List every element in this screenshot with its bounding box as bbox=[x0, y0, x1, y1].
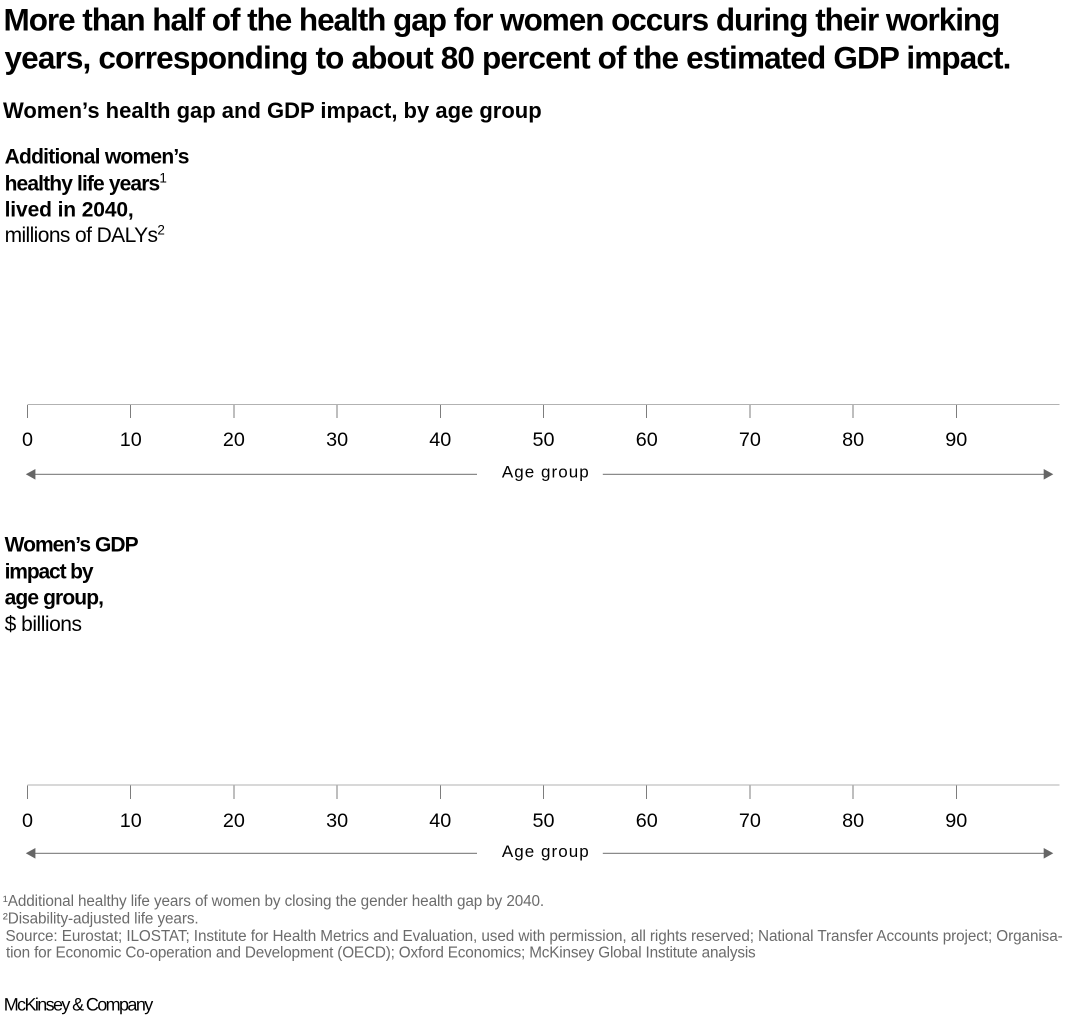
svg-text:Age group: Age group bbox=[502, 842, 590, 861]
svg-text:Women’s GDP: Women’s GDP bbox=[5, 534, 139, 557]
svg-text:¹Additional healthy life years: ¹Additional healthy life years of women … bbox=[3, 893, 544, 910]
svg-text:²Disability-adjusted life year: ²Disability-adjusted life years. bbox=[3, 911, 199, 928]
svg-text:10: 10 bbox=[120, 810, 142, 832]
svg-text:60: 60 bbox=[636, 429, 658, 451]
svg-text:40: 40 bbox=[429, 429, 451, 451]
svg-text:More than half of the health g: More than half of the health gap for wom… bbox=[4, 2, 1000, 38]
svg-text:70: 70 bbox=[739, 429, 761, 451]
svg-text:50: 50 bbox=[532, 429, 554, 451]
svg-text:lived in 2040,: lived in 2040, bbox=[5, 198, 134, 221]
svg-text:Source: Eurostat; ILOSTAT; Ins: Source: Eurostat; ILOSTAT; Institute for… bbox=[6, 928, 1063, 945]
svg-text:10: 10 bbox=[120, 429, 142, 451]
svg-text:40: 40 bbox=[429, 810, 451, 832]
svg-text:McKinsey & Company: McKinsey & Company bbox=[4, 995, 154, 1015]
svg-text:Women’s health gap and GDP imp: Women’s health gap and GDP impact, by ag… bbox=[3, 98, 542, 123]
svg-text:impact by: impact by bbox=[5, 561, 94, 584]
svg-text:50: 50 bbox=[532, 810, 554, 832]
svg-text:0: 0 bbox=[22, 429, 33, 451]
svg-text:Additional women’s: Additional women’s bbox=[5, 146, 189, 169]
svg-text:tion for Economic Co-operation: tion for Economic Co-operation and Devel… bbox=[6, 945, 756, 962]
svg-text:$ billions: $ billions bbox=[5, 613, 82, 636]
svg-text:healthy life years1: healthy life years1 bbox=[5, 170, 167, 195]
svg-text:80: 80 bbox=[842, 429, 864, 451]
svg-text:90: 90 bbox=[945, 429, 967, 451]
svg-text:20: 20 bbox=[223, 429, 245, 451]
svg-text:90: 90 bbox=[945, 810, 967, 832]
svg-text:millions of DALYs2: millions of DALYs2 bbox=[5, 222, 165, 247]
svg-text:age group,: age group, bbox=[5, 587, 104, 610]
svg-text:70: 70 bbox=[739, 810, 761, 832]
svg-text:30: 30 bbox=[326, 810, 348, 832]
svg-text:years, corresponding to about: years, corresponding to about 80 percent… bbox=[5, 40, 1011, 76]
svg-text:60: 60 bbox=[636, 810, 658, 832]
svg-text:80: 80 bbox=[842, 810, 864, 832]
svg-text:0: 0 bbox=[22, 810, 33, 832]
svg-text:30: 30 bbox=[326, 429, 348, 451]
svg-text:20: 20 bbox=[223, 810, 245, 832]
svg-text:Age group: Age group bbox=[502, 462, 590, 481]
